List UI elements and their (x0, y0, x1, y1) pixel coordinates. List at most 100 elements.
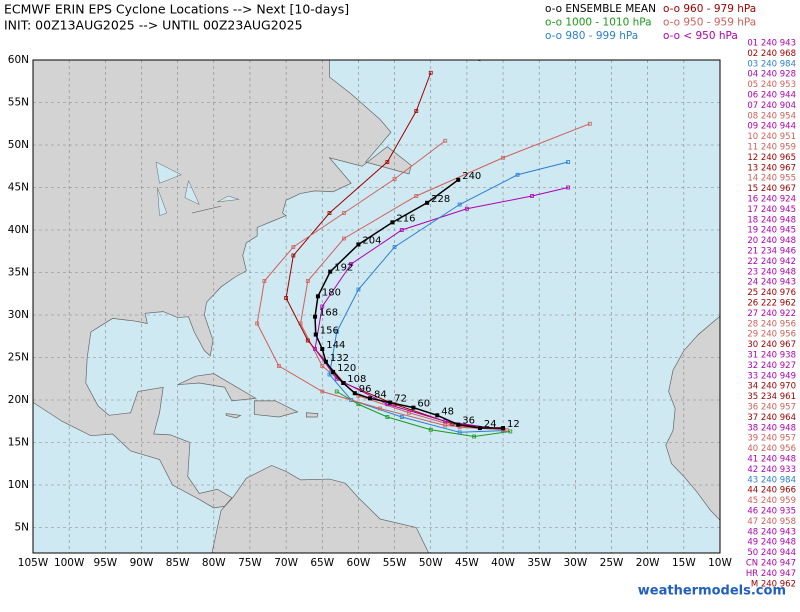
member-point (342, 211, 346, 215)
lake (217, 195, 240, 203)
hour-label: 192 (334, 263, 353, 274)
member-entry: CN 240 947 (746, 559, 796, 569)
member-point (464, 206, 469, 211)
member-track (328, 161, 569, 433)
member-point (428, 70, 433, 75)
mean-point (320, 347, 325, 351)
member-entry: 10 240 951 (747, 132, 796, 142)
mean-point (411, 405, 416, 410)
member-point (385, 160, 390, 164)
member-entry: 06 240 944 (747, 91, 796, 101)
hour-label: 180 (322, 287, 341, 298)
land (33, 60, 720, 553)
member-point (399, 228, 404, 232)
member-entry: 37 240 964 (747, 413, 796, 423)
y-tick-label: 55N (8, 97, 29, 109)
mean-point (456, 177, 461, 182)
member-point (385, 415, 390, 419)
member-point (414, 194, 419, 198)
member-track (336, 391, 511, 438)
member-entry: 40 240 956 (747, 444, 796, 454)
lake (155, 161, 182, 184)
member-entry: 20 240 948 (747, 236, 796, 246)
member-entry: 34 240 970 (747, 382, 796, 392)
member-point (501, 155, 505, 160)
watermark: weathermodels.com (638, 584, 786, 599)
mean-point (356, 242, 361, 247)
member-point (515, 172, 520, 177)
hour-label: 228 (431, 194, 450, 205)
member-entry: 04 240 928 (747, 70, 796, 80)
member-entry: 45 240 959 (747, 496, 796, 506)
x-tick-label: 70W (274, 557, 298, 569)
y-tick-label: 10N (8, 479, 29, 491)
x-tick-label: 40W (491, 557, 515, 569)
member-entry: 49 240 948 (747, 538, 796, 548)
y-tick-label: 30N (8, 309, 29, 321)
member-point (407, 410, 411, 415)
y-tick-label: 15N (8, 437, 29, 449)
y-tick-label: 20N (8, 394, 29, 406)
hour-label: 48 (441, 406, 454, 417)
member-point (334, 376, 339, 381)
member-entry: 35 234 961 (747, 392, 796, 402)
member-point (392, 245, 397, 249)
mean-point (388, 400, 393, 405)
mean-track (314, 179, 504, 429)
member-entry: 08 240 954 (747, 111, 796, 121)
member-entry: 16 240 924 (747, 195, 796, 205)
mean-point (313, 332, 318, 337)
member-point (320, 389, 325, 394)
member-point (428, 427, 433, 432)
lake (184, 179, 200, 206)
member-point (327, 372, 332, 377)
mean-point (477, 426, 482, 431)
hour-label: 120 (337, 363, 356, 374)
member-entry: 24 240 943 (747, 278, 796, 288)
mean-point (501, 426, 506, 431)
hour-label: 60 (417, 399, 430, 410)
mean-point (341, 381, 346, 385)
x-tick-label: 60W (347, 557, 371, 569)
x-tick-label: 105W (18, 557, 49, 569)
y-tick-label: 45N (8, 182, 29, 194)
mean-point (435, 413, 440, 418)
mean-point (313, 314, 318, 319)
mean-point (456, 422, 461, 427)
member-entry: 46 240 935 (747, 507, 796, 517)
member-entry: 15 240 967 (747, 184, 796, 194)
landmass (665, 315, 720, 521)
landmass (211, 465, 430, 553)
member-entry: 17 240 945 (747, 205, 796, 215)
member-entry: 41 240 948 (747, 455, 796, 465)
member-point (399, 415, 404, 419)
member-entry: 30 240 967 (747, 340, 796, 350)
member-point (530, 194, 534, 198)
y-tick-label: 5N (14, 522, 29, 534)
landmass (177, 373, 257, 402)
member-entry: 02 240 968 (747, 49, 796, 59)
member-entry: HR 240 947 (746, 569, 796, 579)
x-tick-label: 10W (708, 557, 732, 569)
member-entry: 23 240 948 (747, 267, 796, 277)
landmass (475, 60, 481, 62)
hour-label: 96 (359, 384, 372, 395)
member-point (472, 434, 477, 439)
member-track (314, 187, 569, 431)
member-point (349, 262, 354, 266)
member-point (392, 177, 397, 181)
member-entry: 43 240 984 (747, 475, 796, 485)
landmass (253, 400, 299, 418)
member-entry: 22 240 942 (747, 257, 796, 267)
hour-label: 132 (330, 353, 349, 364)
member-entry: 28 240 956 (747, 319, 796, 329)
lake (157, 187, 168, 216)
x-tick-label: 50W (419, 557, 443, 569)
y-tick-label: 50N (8, 139, 29, 151)
member-point (443, 419, 448, 424)
member-entry: 21 234 946 (747, 247, 796, 257)
legend-entry: o-o 1000 - 1010 hPa (545, 17, 652, 29)
lake (192, 205, 222, 214)
